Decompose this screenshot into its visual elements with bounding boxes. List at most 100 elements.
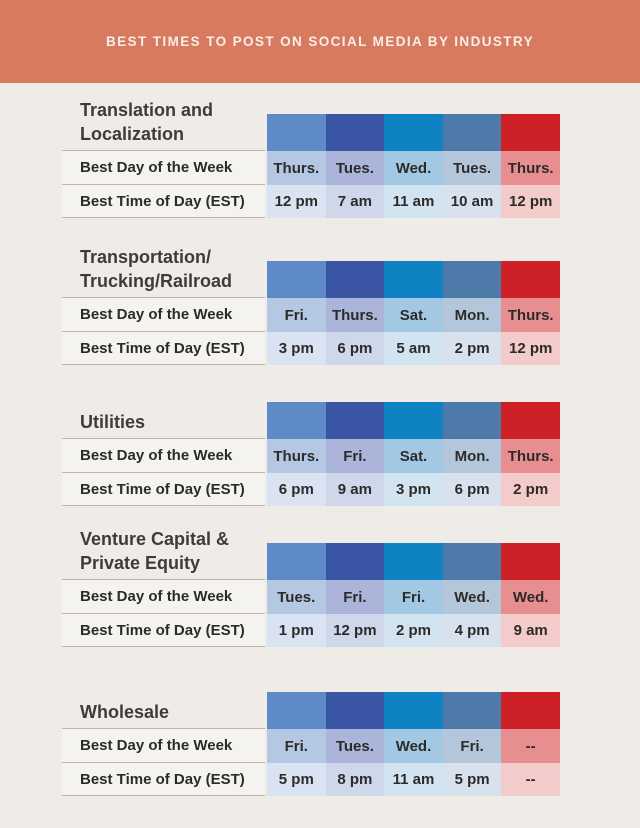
network-color-block — [442, 261, 502, 298]
best-time-cell: 3 pm — [384, 473, 443, 506]
network-color-block — [501, 402, 560, 439]
network-color-block — [442, 692, 502, 729]
best-day-cell: Tues. — [442, 151, 502, 185]
network-color-block — [501, 543, 560, 580]
industry-title: Utilities — [62, 410, 265, 439]
best-time-label: Best Time of Day (EST) — [62, 473, 265, 506]
section-wholesale: Wholesale Best Day of the Week Fri. Tues… — [62, 692, 560, 796]
best-day-cell: Mon. — [442, 298, 502, 332]
best-day-cell: Fri. — [267, 729, 326, 763]
industry-title-line: Localization — [80, 124, 185, 144]
best-day-label: Best Day of the Week — [62, 151, 265, 185]
network-color-block — [442, 402, 502, 439]
best-time-label: Best Time of Day (EST) — [62, 332, 265, 365]
network-color-block — [267, 402, 326, 439]
best-day-cell: Fri. — [267, 298, 326, 332]
best-time-cell: 2 pm — [501, 473, 560, 506]
best-day-cell: Fri. — [325, 439, 385, 473]
industry-title-line: Transportation/ — [80, 247, 212, 267]
best-day-cell: Wed. — [384, 151, 443, 185]
network-color-block — [501, 114, 560, 151]
network-color-block — [267, 261, 326, 298]
network-color-block — [325, 402, 385, 439]
best-time-cell: 8 pm — [325, 763, 385, 796]
best-time-label: Best Time of Day (EST) — [62, 185, 265, 218]
best-time-cell: 6 pm — [325, 332, 385, 365]
network-color-block — [384, 692, 443, 729]
best-time-cell: 7 am — [325, 185, 385, 218]
best-day-cell: -- — [501, 729, 560, 763]
best-time-cell: 11 am — [384, 185, 443, 218]
best-day-cell: Mon. — [442, 439, 502, 473]
best-day-label: Best Day of the Week — [62, 298, 265, 332]
best-time-label: Best Time of Day (EST) — [62, 614, 265, 647]
best-day-cell: Thurs. — [501, 298, 560, 332]
best-time-cell: 12 pm — [501, 332, 560, 365]
network-color-block — [325, 692, 385, 729]
best-time-cell: 5 pm — [442, 763, 502, 796]
best-day-label: Best Day of the Week — [62, 729, 265, 763]
industry-title: Venture Capital & Private Equity — [62, 527, 265, 580]
best-time-cell: 3 pm — [267, 332, 326, 365]
best-day-label: Best Day of the Week — [62, 580, 265, 614]
network-color-block — [384, 402, 443, 439]
network-color-block — [267, 543, 326, 580]
best-time-cell: 5 pm — [267, 763, 326, 796]
industry-title-line: Utilities — [80, 412, 146, 432]
section-transportation-trucking-railroad: Transportation/ Trucking/Railroad Best D… — [62, 245, 560, 365]
network-color-block — [325, 261, 385, 298]
network-color-block — [325, 114, 385, 151]
network-color-block — [384, 543, 443, 580]
industry-title: Wholesale — [62, 700, 265, 729]
best-day-cell: Tues. — [267, 580, 326, 614]
network-color-block — [442, 114, 502, 151]
best-time-cell: 6 pm — [442, 473, 502, 506]
industry-tables: Translation and Localization Best Day of… — [62, 98, 560, 796]
network-color-block — [501, 261, 560, 298]
infographic-title: BEST TIMES TO POST ON SOCIAL MEDIA BY IN… — [106, 34, 534, 49]
best-day-cell: Thurs. — [501, 439, 560, 473]
best-day-cell: Tues. — [325, 729, 385, 763]
best-time-cell: 12 pm — [267, 185, 326, 218]
best-day-cell: Thurs. — [501, 151, 560, 185]
best-day-cell: Wed. — [501, 580, 560, 614]
best-day-cell: Thurs. — [325, 298, 385, 332]
industry-title-line: Trucking/Railroad — [80, 271, 233, 291]
network-color-block — [384, 261, 443, 298]
network-color-block — [267, 114, 326, 151]
network-color-block — [325, 543, 385, 580]
best-time-cell: 2 pm — [384, 614, 443, 647]
industry-title-line: Translation and — [80, 100, 214, 120]
best-day-cell: Tues. — [325, 151, 385, 185]
best-time-cell: -- — [501, 763, 560, 796]
network-color-block — [267, 692, 326, 729]
industry-title-line: Venture Capital & — [80, 529, 230, 549]
industry-title: Translation and Localization — [62, 98, 265, 151]
best-time-cell: 9 am — [501, 614, 560, 647]
network-color-block — [442, 543, 502, 580]
best-time-cell: 12 pm — [501, 185, 560, 218]
network-color-block — [501, 692, 560, 729]
best-time-cell: 9 am — [325, 473, 385, 506]
best-time-cell: 4 pm — [442, 614, 502, 647]
best-time-label: Best Time of Day (EST) — [62, 763, 265, 796]
best-time-cell: 10 am — [442, 185, 502, 218]
industry-title-line: Private Equity — [80, 553, 201, 573]
best-time-cell: 1 pm — [267, 614, 326, 647]
best-day-cell: Sat. — [384, 298, 443, 332]
best-day-cell: Thurs. — [267, 439, 326, 473]
industry-title: Transportation/ Trucking/Railroad — [62, 245, 265, 298]
best-time-cell: 6 pm — [267, 473, 326, 506]
best-time-cell: 11 am — [384, 763, 443, 796]
best-day-cell: Fri. — [442, 729, 502, 763]
industry-title-line: Wholesale — [80, 702, 170, 722]
best-day-cell: Fri. — [384, 580, 443, 614]
best-day-cell: Wed. — [442, 580, 502, 614]
best-time-cell: 12 pm — [325, 614, 385, 647]
best-day-label: Best Day of the Week — [62, 439, 265, 473]
section-translation-localization: Translation and Localization Best Day of… — [62, 98, 560, 218]
best-day-cell: Thurs. — [267, 151, 326, 185]
section-utilities: Utilities Best Day of the Week Thurs. Fr… — [62, 402, 560, 506]
section-venture-capital-private-equity: Venture Capital & Private Equity Best Da… — [62, 527, 560, 647]
best-time-cell: 2 pm — [442, 332, 502, 365]
